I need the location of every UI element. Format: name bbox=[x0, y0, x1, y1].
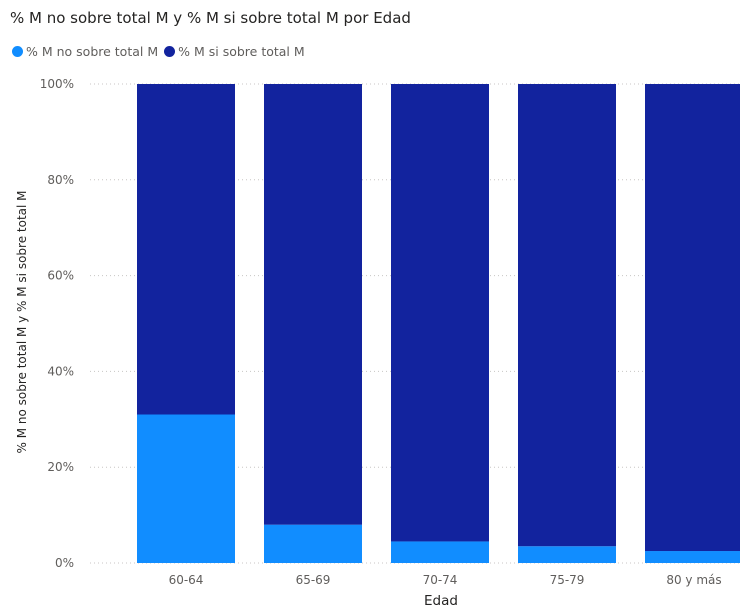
bar-no-3[interactable] bbox=[518, 546, 616, 563]
x-axis-label: Edad bbox=[424, 593, 458, 609]
y-tick-label-4: 80% bbox=[47, 173, 74, 187]
bar-si-2[interactable] bbox=[391, 84, 489, 541]
x-axis-ticks: 60-64 65-69 70-74 75-79 80 y más bbox=[169, 573, 722, 587]
bar-si-4[interactable] bbox=[645, 84, 740, 551]
y-axis-label: % M no sobre total M y % M si sobre tota… bbox=[15, 190, 29, 453]
y-tick-label-2: 40% bbox=[47, 364, 74, 378]
bar-no-2[interactable] bbox=[391, 541, 489, 563]
y-tick-label-0: 0% bbox=[55, 556, 74, 570]
x-tick-label-2: 70-74 bbox=[423, 573, 458, 587]
bar-no-0[interactable] bbox=[137, 415, 235, 563]
x-tick-label-3: 75-79 bbox=[550, 573, 585, 587]
x-tick-label-4: 80 y más bbox=[666, 573, 721, 587]
bar-no-4[interactable] bbox=[645, 551, 740, 563]
y-tick-label-5: 100% bbox=[40, 77, 74, 91]
x-tick-label-0: 60-64 bbox=[169, 573, 204, 587]
bars bbox=[137, 84, 740, 563]
bar-si-3[interactable] bbox=[518, 84, 616, 546]
bar-no-1[interactable] bbox=[264, 525, 362, 563]
y-tick-label-1: 20% bbox=[47, 460, 74, 474]
y-axis-ticks: 0% 20% 40% 60% 80% 100% bbox=[40, 77, 74, 570]
bar-si-1[interactable] bbox=[264, 84, 362, 525]
bar-si-0[interactable] bbox=[137, 84, 235, 415]
x-tick-label-1: 65-69 bbox=[296, 573, 331, 587]
y-tick-label-3: 60% bbox=[47, 269, 74, 283]
